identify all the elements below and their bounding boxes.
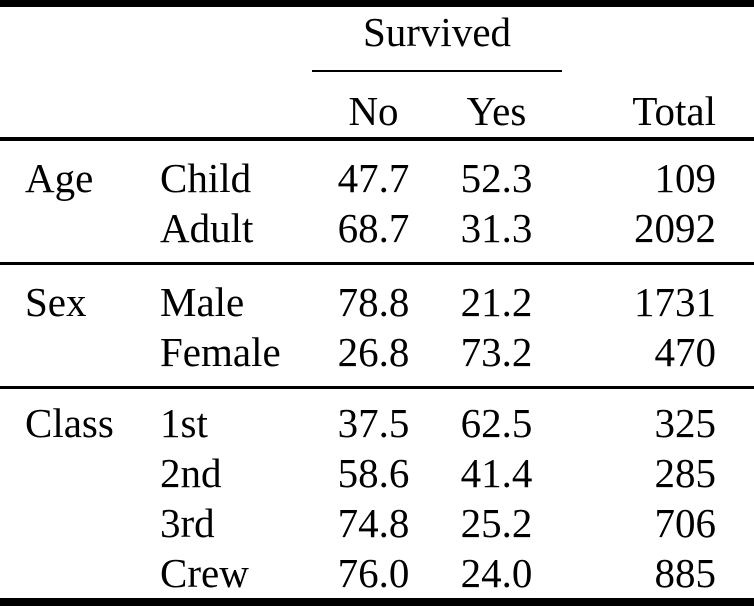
no-value-cell: 26.8 [337,329,410,375]
category-cell: Female [160,329,281,375]
survived-column-group-header: Survived [312,10,562,72]
table-row: Adult 68.7 31.3 2092 [0,203,754,264]
empty-header-cell [135,4,312,140]
survived-label: Survived [362,9,512,55]
yes-value-cell: 73.2 [460,329,533,375]
group-label-empty [0,498,135,548]
category-cell: 2nd [160,450,222,496]
no-value-cell: 78.8 [337,279,410,325]
total-value-cell: 885 [654,550,717,596]
group-label-empty [0,448,135,498]
col-header-total: Total [632,88,716,134]
yes-value-cell: 31.3 [460,205,533,251]
group-label-empty [0,548,135,602]
group-label-age: Age [25,155,94,201]
no-value-cell: 37.5 [337,400,410,446]
total-value-cell: 470 [654,329,717,375]
group-label-class: Class [25,400,114,446]
no-value-cell: 76.0 [337,550,410,596]
table-row: Age Child 47.7 52.3 109 [0,139,754,203]
yes-value-cell: 24.0 [460,550,533,596]
table-row: 3rd 74.8 25.2 706 [0,498,754,548]
no-value-cell: 58.6 [337,450,410,496]
category-cell: Child [160,155,252,201]
yes-value-cell: 62.5 [460,400,533,446]
table-row: Class 1st 37.5 62.5 325 [0,388,754,449]
table-row: Sex Male 78.8 21.2 1731 [0,264,754,328]
yes-value-cell: 25.2 [460,500,533,546]
yes-value-cell: 52.3 [460,155,533,201]
table-row: 2nd 58.6 41.4 285 [0,448,754,498]
col-header-yes: Yes [466,88,527,134]
total-value-cell: 2092 [634,205,716,251]
col-header-no: No [348,88,399,134]
section-class: Class 1st 37.5 62.5 325 2nd 58.6 41.4 28… [0,388,754,602]
table-row: Crew 76.0 24.0 885 [0,548,754,602]
section-sex: Sex Male 78.8 21.2 1731 Female 26.8 73.2… [0,264,754,388]
category-cell: 1st [160,400,208,446]
yes-value-cell: 21.2 [460,279,533,325]
category-cell: 3rd [160,500,215,546]
no-value-cell: 47.7 [337,155,410,201]
total-value-cell: 706 [654,500,717,546]
no-value-cell: 74.8 [337,500,410,546]
group-label-sex: Sex [25,279,87,325]
group-label-empty [0,203,135,264]
yes-value-cell: 41.4 [460,450,533,496]
category-cell: Adult [160,205,254,251]
total-value-cell: 109 [654,155,717,201]
table-header: No Yes Total [0,4,754,140]
total-value-cell: 1731 [634,279,716,325]
header-row: No Yes Total [0,4,754,140]
empty-header-cell [0,4,135,140]
total-value-cell: 325 [654,400,717,446]
group-label-empty [0,327,135,388]
no-value-cell: 68.7 [337,205,410,251]
section-age: Age Child 47.7 52.3 109 Adult 68.7 31.3 … [0,139,754,264]
total-value-cell: 285 [654,450,717,496]
table-row: Female 26.8 73.2 470 [0,327,754,388]
category-cell: Male [160,279,245,325]
category-cell: Crew [160,550,249,596]
